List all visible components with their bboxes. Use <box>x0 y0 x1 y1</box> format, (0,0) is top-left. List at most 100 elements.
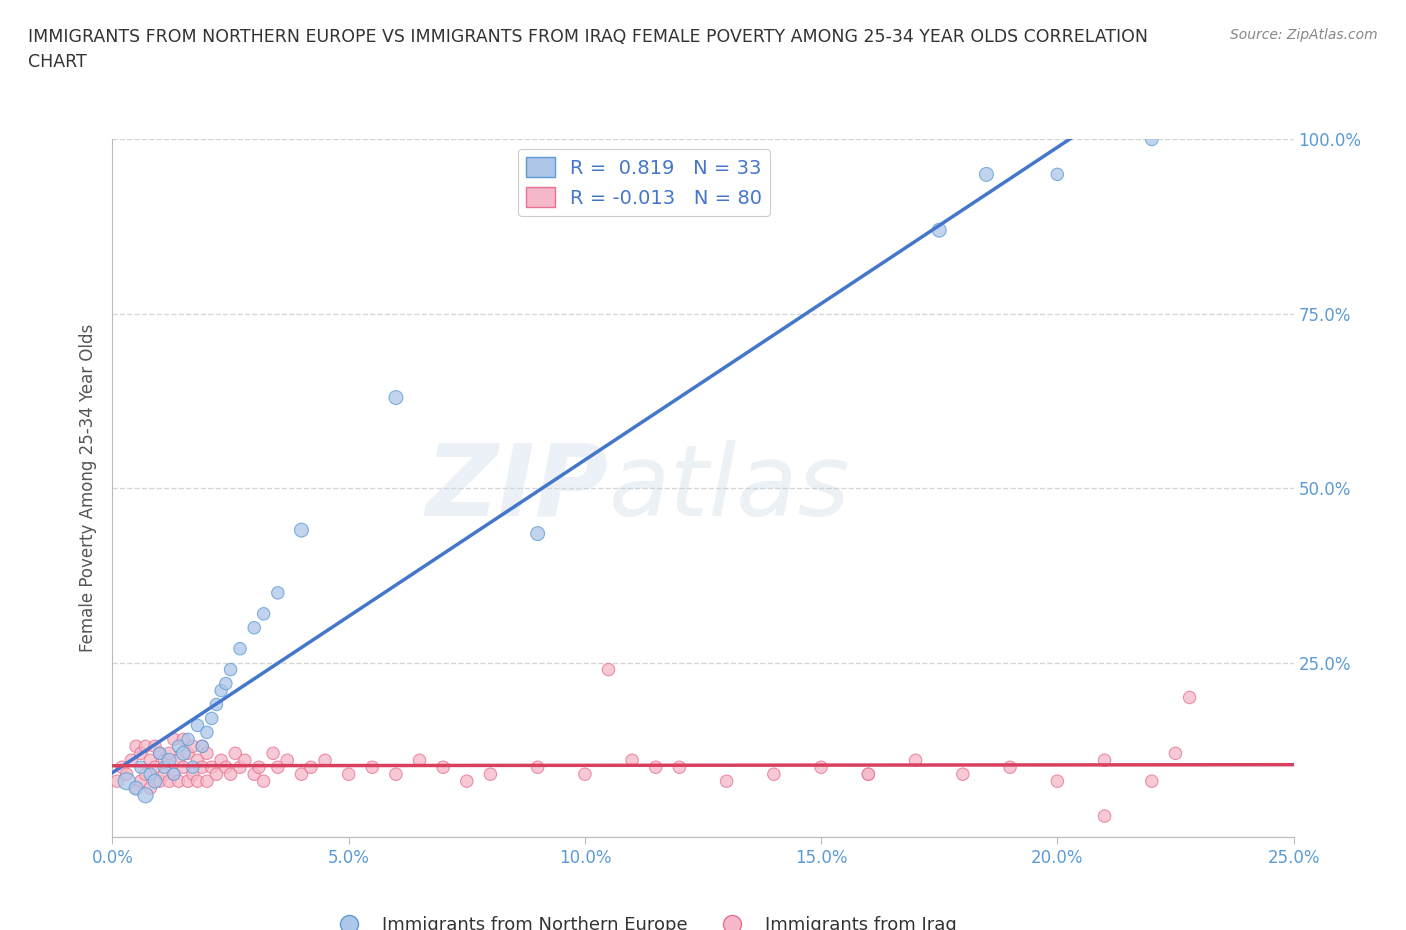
Point <box>621 753 644 768</box>
Point <box>1140 132 1163 147</box>
Point <box>219 766 242 781</box>
Point <box>224 746 246 761</box>
Point <box>163 766 186 781</box>
Point <box>1094 809 1116 824</box>
Point <box>167 738 190 753</box>
Point <box>205 766 228 781</box>
Point <box>167 753 190 768</box>
Point <box>153 753 176 768</box>
Point <box>167 774 190 789</box>
Point <box>135 738 157 753</box>
Point <box>215 760 238 775</box>
Point <box>177 746 200 761</box>
Point <box>172 746 194 761</box>
Point <box>177 774 200 789</box>
Point <box>177 732 200 747</box>
Point <box>129 774 152 789</box>
Point <box>408 753 430 768</box>
Point <box>163 732 186 747</box>
Y-axis label: Female Poverty Among 25-34 Year Olds: Female Poverty Among 25-34 Year Olds <box>79 325 97 652</box>
Point <box>186 774 208 789</box>
Legend: Immigrants from Northern Europe, Immigrants from Iraq: Immigrants from Northern Europe, Immigra… <box>323 909 965 930</box>
Point <box>267 760 290 775</box>
Point <box>247 760 270 775</box>
Point <box>219 662 242 677</box>
Point <box>644 760 666 775</box>
Point <box>928 223 950 238</box>
Point <box>479 766 502 781</box>
Point <box>181 760 204 775</box>
Point <box>120 753 142 768</box>
Point <box>153 766 176 781</box>
Text: IMMIGRANTS FROM NORTHERN EUROPE VS IMMIGRANTS FROM IRAQ FEMALE POVERTY AMONG 25-: IMMIGRANTS FROM NORTHERN EUROPE VS IMMIG… <box>28 28 1149 71</box>
Point <box>598 662 620 677</box>
Point <box>243 620 266 635</box>
Point <box>186 718 208 733</box>
Point <box>205 698 228 712</box>
Point <box>129 746 152 761</box>
Point <box>129 760 152 775</box>
Point <box>229 760 252 775</box>
Point <box>904 753 927 768</box>
Point <box>172 760 194 775</box>
Point <box>810 760 832 775</box>
Point <box>191 738 214 753</box>
Point <box>195 774 218 789</box>
Point <box>153 760 176 775</box>
Point <box>314 753 336 768</box>
Point <box>125 781 148 796</box>
Point <box>201 711 224 725</box>
Point <box>115 766 138 781</box>
Point <box>186 753 208 768</box>
Point <box>181 766 204 781</box>
Point <box>209 753 232 768</box>
Point <box>195 746 218 761</box>
Point <box>163 766 186 781</box>
Point <box>1140 774 1163 789</box>
Point <box>456 774 478 789</box>
Point <box>149 746 172 761</box>
Point <box>209 683 232 698</box>
Point <box>125 738 148 753</box>
Point <box>762 766 785 781</box>
Point <box>157 753 180 768</box>
Point <box>111 760 134 775</box>
Point <box>1178 690 1201 705</box>
Point <box>157 774 180 789</box>
Point <box>976 167 998 182</box>
Point <box>139 753 162 768</box>
Point <box>253 606 276 621</box>
Point <box>139 781 162 796</box>
Text: atlas: atlas <box>609 440 851 537</box>
Point <box>253 774 276 789</box>
Point <box>172 732 194 747</box>
Point <box>195 725 218 740</box>
Point <box>526 526 548 541</box>
Point <box>143 738 166 753</box>
Point <box>385 766 408 781</box>
Text: Source: ZipAtlas.com: Source: ZipAtlas.com <box>1230 28 1378 42</box>
Point <box>243 766 266 781</box>
Point <box>143 760 166 775</box>
Point <box>574 766 596 781</box>
Point <box>290 523 312 538</box>
Point <box>191 738 214 753</box>
Point <box>858 766 880 781</box>
Point <box>115 774 138 789</box>
Point <box>1046 167 1069 182</box>
Point <box>229 642 252 657</box>
Point <box>1094 753 1116 768</box>
Point <box>337 766 360 781</box>
Point <box>299 760 322 775</box>
Point <box>952 766 974 781</box>
Point <box>149 746 172 761</box>
Point <box>432 760 454 775</box>
Point <box>998 760 1021 775</box>
Point <box>181 738 204 753</box>
Point <box>143 774 166 789</box>
Point <box>215 676 238 691</box>
Point <box>267 586 290 601</box>
Point <box>668 760 690 775</box>
Point <box>135 788 157 803</box>
Point <box>139 766 162 781</box>
